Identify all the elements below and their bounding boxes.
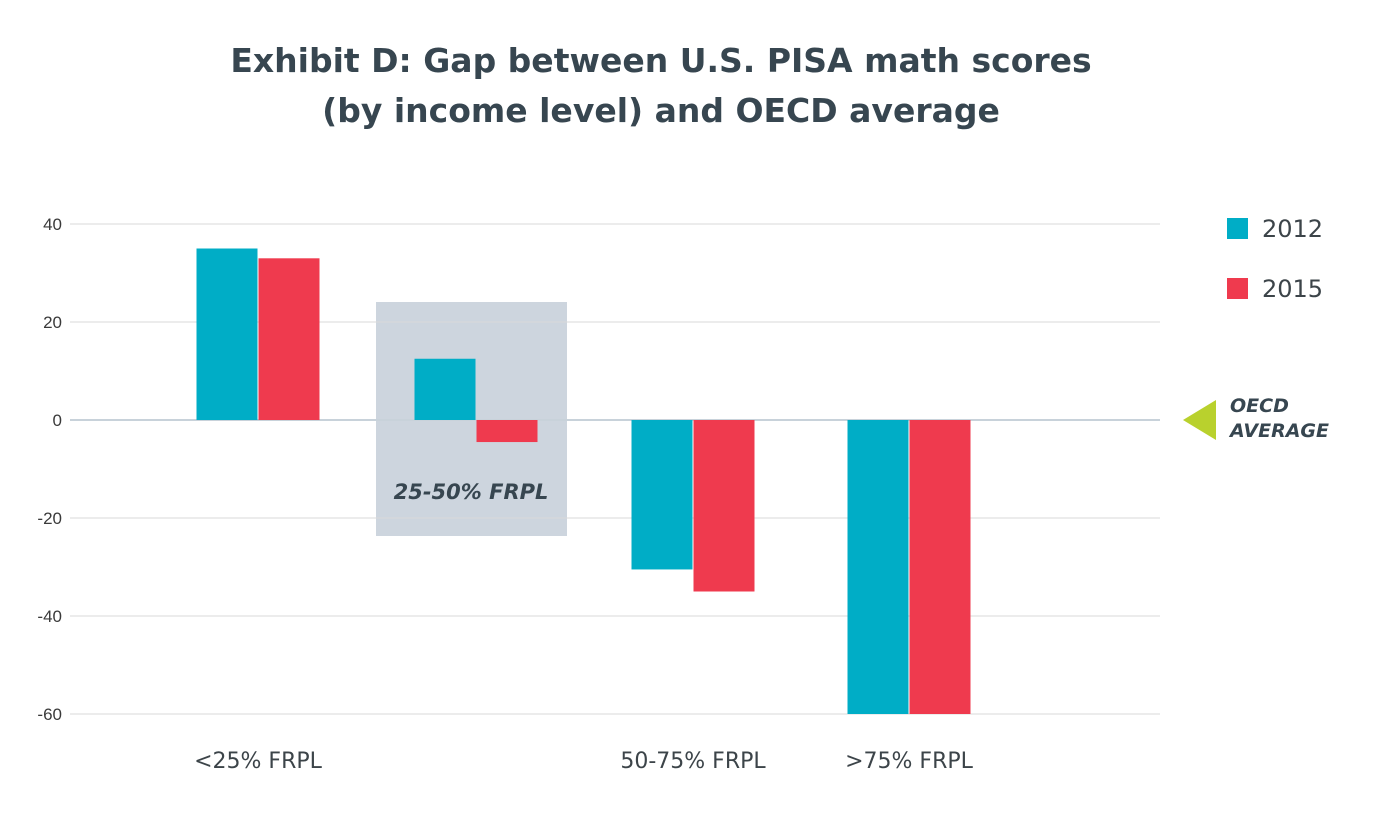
x-category-label: >75% FRPL [845,749,974,774]
oecd-marker-icon [1183,400,1216,440]
legend-swatch-2012 [1227,218,1248,239]
bar-2012-1 [414,358,476,420]
bar-2015-1 [476,420,538,443]
y-tick-label: 0 [53,411,62,430]
y-tick-label: 20 [43,313,62,332]
legend-label-2012: 2012 [1262,215,1323,243]
bar-2012-3 [847,420,909,714]
y-tick-label: -60 [37,705,62,724]
x-category-label: 50-75% FRPL [620,749,766,774]
bar-2012-0 [196,248,258,420]
legend-swatch-2015 [1227,278,1248,299]
chart-title-line-2: (by income level) and OECD average [322,91,1000,130]
y-tick-label: -20 [37,509,62,528]
x-axis-labels: <25% FRPL 50-75% FRPL >75% FRPL [194,749,974,774]
bar-2015-3 [909,420,971,714]
y-axis-ticks: 40 20 0 -20 -40 -60 [37,215,62,724]
highlight-label: 25-50% FRPL [394,480,549,504]
bar-2012-2 [631,420,693,570]
bar-2015-0 [258,258,320,420]
bars [196,248,971,714]
legend: 2012 2015 [1227,215,1323,303]
legend-label-2015: 2015 [1262,275,1323,303]
y-tick-label: 40 [43,215,62,234]
oecd-average-marker: OECD AVERAGE [1183,395,1329,442]
oecd-label-line-2: AVERAGE [1228,420,1329,442]
x-category-label: <25% FRPL [194,749,323,774]
oecd-label-line-1: OECD [1230,395,1289,417]
chart-title-line-1: Exhibit D: Gap between U.S. PISA math sc… [230,41,1092,80]
y-tick-label: -40 [37,607,62,626]
chart-title: Exhibit D: Gap between U.S. PISA math sc… [0,36,1322,136]
bar-2015-2 [693,420,755,592]
